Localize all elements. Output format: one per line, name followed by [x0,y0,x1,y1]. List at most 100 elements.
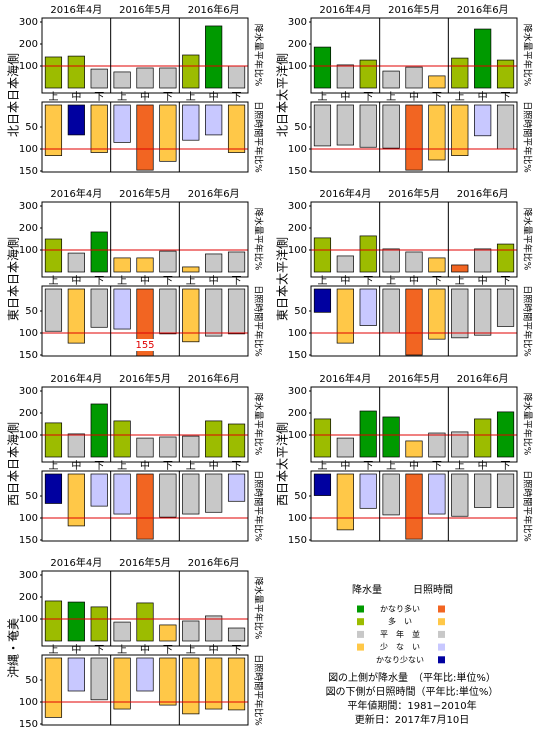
sun-bar [159,104,177,162]
y-tick-label: 150 [288,166,307,177]
legend-swatch [357,605,364,613]
month-label: 2016年4月 [319,3,371,16]
x-tick-label: 上 [386,460,396,472]
x-tick-label: 下 [94,92,104,103]
y-tick-label: 50 [294,122,307,133]
sun-bar [428,288,446,340]
x-tick-label: 上 [117,91,127,103]
precip-bar [451,431,469,458]
precip-bar [227,251,246,273]
y-tick-label: 200 [288,39,307,50]
region-title: 北日本日本海側 [6,53,21,137]
precip-bar [182,54,200,89]
sun-bar [90,473,108,507]
precip-bars [313,410,515,458]
sun-bar [496,288,515,327]
precip-bar [182,435,200,458]
axis-title: 日照時間平年比% [253,470,265,542]
axis-title: 降水量平年比% [522,393,534,456]
precip-bar [113,420,131,458]
plot-frame [41,654,249,726]
precip-bar [313,237,332,273]
legend-header: 日照時間 [413,584,453,596]
month-label: 2016年6月 [457,372,509,385]
sun-bar [382,288,400,334]
note: 図の上側が降水量 （平年比:単位%） [328,671,496,684]
y-tick-label: 100 [19,697,38,708]
y-tick-label: 300 [288,17,307,28]
axis-title: 降水量平年比% [522,24,534,87]
x-tick-label: 上 [48,460,58,472]
precip-bar [44,56,63,89]
x-tick-label: 中 [478,274,488,287]
precip-bar [496,59,515,89]
precip-bar [182,620,200,642]
precip-bars [44,231,246,273]
precip-bar [159,250,177,273]
x-tick-label: 下 [163,645,173,656]
month-label: 2016年5月 [119,3,171,16]
precip-bar [474,248,492,273]
precip-bars [313,235,515,273]
precip-bar [205,420,223,458]
month-label: 2016年4月 [319,187,371,200]
sun-bar [136,104,154,171]
precip-bar [474,418,492,458]
month-label: 2016年4月 [50,372,102,385]
legend-label: かなり少ない [376,655,424,664]
y-tick-label: 100 [19,513,38,524]
legend-swatch [357,630,364,638]
region-title: 北日本太平洋側 [275,53,290,137]
y-tick-label: 150 [288,535,307,546]
x-tick-label: 下 [363,276,373,287]
precip-bar [428,432,446,458]
plot-frame [41,570,249,647]
y-tick-label: 200 [19,592,38,603]
y-tick-label: 50 [25,675,38,686]
y-tick-label: 300 [288,386,307,397]
y-tick-label: 100 [19,61,38,72]
x-tick-label: 中 [409,459,419,472]
precip-bar [313,46,332,89]
sun-bar [313,104,332,147]
sun-bar [159,473,177,518]
precip-bar [113,71,131,89]
month-label: 2016年5月 [388,187,440,200]
plot-frame [310,201,518,278]
x-tick-label: 上 [48,91,58,103]
precip-bar [336,255,354,273]
sun-bar [67,657,85,692]
precip-bar [359,235,377,273]
legend-swatch [357,618,364,626]
precip-bar [113,257,131,273]
month-label: 2016年5月 [119,372,171,385]
x-tick-label: 中 [209,274,219,287]
precip-bar [90,403,108,458]
x-tick-label: 中 [71,643,81,656]
legend-label: 平 年 並 [380,629,420,639]
x-tick-label: 中 [340,274,350,287]
x-tick-label: 上 [48,275,58,287]
month-label: 2016年6月 [457,187,509,200]
legend-swatch [438,605,445,613]
x-tick-label: 中 [71,90,81,103]
sun-bar [113,288,131,330]
y-tick-label: 200 [19,39,38,50]
precip-bar [382,416,400,458]
x-tick-label: 下 [163,461,173,472]
sun-bar [44,288,63,332]
plot-frame [310,17,518,94]
legend-swatch [438,630,445,638]
plot-frame [41,285,249,357]
y-tick-label: 100 [288,513,307,524]
axis-title: 日照時間平年比% [253,285,265,357]
sun-bar [67,288,85,344]
y-tick-label: 200 [19,223,38,234]
precip-bar [136,437,154,458]
axis-title: 日照時間平年比% [253,101,265,173]
precip-bar [405,440,423,458]
precip-bar [44,600,63,642]
sun-bar [182,288,200,343]
month-label: 2016年4月 [50,3,102,16]
y-tick-label: 300 [19,386,38,397]
